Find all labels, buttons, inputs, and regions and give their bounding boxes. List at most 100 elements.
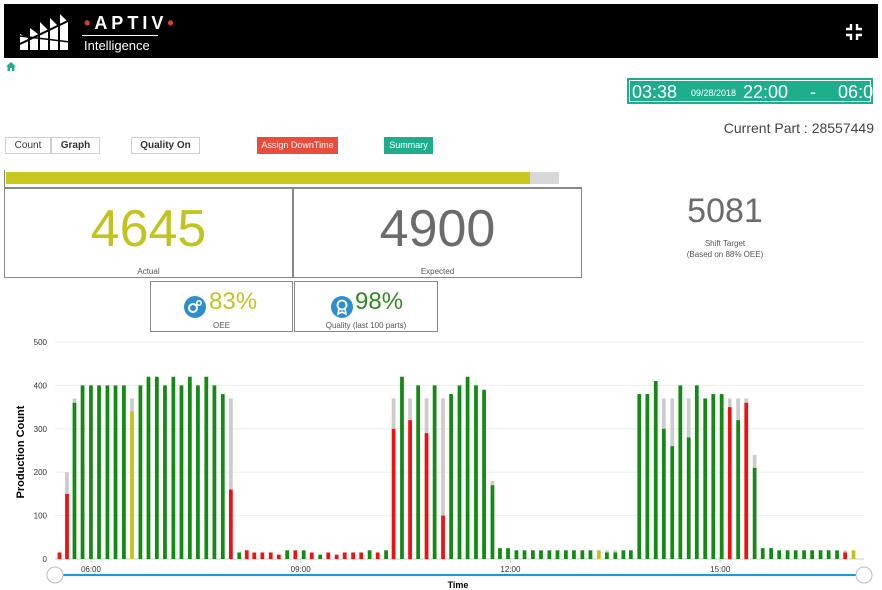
expected-bar[interactable] [744,398,749,403]
expected-bar[interactable] [65,472,69,494]
actual-bar[interactable] [605,552,609,559]
actual-bar[interactable] [629,550,633,559]
expected-bar[interactable] [424,398,429,434]
expected-bar[interactable] [661,398,666,429]
actual-bar[interactable] [416,385,421,559]
actual-bar[interactable] [490,485,495,559]
actual-bar[interactable] [391,428,396,559]
actual-bar[interactable] [113,385,118,559]
actual-bar[interactable] [703,398,708,559]
actual-bar[interactable] [122,385,126,559]
actual-bar[interactable] [301,550,306,559]
actual-bar[interactable] [220,394,225,559]
actual-bar[interactable] [645,394,650,559]
actual-bar[interactable] [711,394,716,559]
actual-bar[interactable] [686,437,691,559]
actual-bar[interactable] [276,554,281,559]
actual-bar[interactable] [326,552,331,559]
actual-bar[interactable] [334,554,339,559]
expected-bar[interactable] [686,398,691,438]
actual-bar[interactable] [563,550,568,559]
actual-bar[interactable] [596,550,601,559]
graph-button[interactable]: Graph [51,137,100,154]
actual-bar[interactable] [285,550,290,559]
actual-bar[interactable] [539,550,543,559]
actual-bar[interactable] [752,467,757,559]
actual-bar[interactable] [105,385,110,559]
actual-bar[interactable] [80,385,85,559]
actual-bar[interactable] [514,550,519,559]
assign-downtime-button[interactable]: Assign DownTime [257,137,338,154]
actual-bar[interactable] [72,402,77,559]
actual-bar[interactable] [204,376,209,559]
actual-bar[interactable] [244,550,249,559]
actual-bar[interactable] [130,411,134,559]
actual-bar[interactable] [522,550,527,559]
expected-bar[interactable] [130,398,134,412]
actual-bar[interactable] [351,552,356,559]
actual-bar[interactable] [826,550,831,559]
expected-bar[interactable] [727,398,732,408]
actual-bar[interactable] [187,376,192,559]
actual-bar[interactable] [171,376,176,559]
actual-bar[interactable] [580,550,585,559]
expected-bar[interactable] [490,480,495,486]
count-button[interactable]: Count [5,137,51,154]
actual-bar[interactable] [670,446,675,559]
actual-bar[interactable] [736,420,741,559]
actual-bar[interactable] [441,515,445,559]
actual-bar[interactable] [260,552,265,559]
expected-bar[interactable] [408,398,412,421]
actual-bar[interactable] [474,385,478,559]
actual-bar[interactable] [835,550,839,559]
actual-bar[interactable] [449,394,453,559]
actual-bar[interactable] [408,420,412,559]
actual-bar[interactable] [309,552,314,559]
actual-bar[interactable] [457,385,462,559]
actual-bar[interactable] [785,550,790,559]
expected-bar[interactable] [391,398,396,429]
actual-bar[interactable] [719,394,724,559]
summary-button[interactable]: Summary [384,137,433,154]
actual-bar[interactable] [384,550,388,559]
actual-bar[interactable] [293,550,298,559]
actual-bar[interactable] [424,433,429,559]
actual-bar[interactable] [818,550,823,559]
expected-bar[interactable] [843,550,848,553]
actual-bar[interactable] [154,376,159,559]
actual-bar[interactable] [694,385,699,559]
actual-bar[interactable] [375,552,380,559]
actual-bar[interactable] [359,552,364,559]
expected-bar[interactable] [441,398,445,516]
actual-bar[interactable] [613,552,618,559]
actual-bar[interactable] [318,554,323,559]
actual-bar[interactable] [400,376,404,559]
actual-bar[interactable] [432,385,437,559]
actual-bar[interactable] [465,376,470,559]
actual-bar[interactable] [727,407,732,559]
actual-bar[interactable] [793,550,798,559]
actual-bar[interactable] [851,550,856,559]
actual-bar[interactable] [810,550,815,559]
actual-bar[interactable] [146,376,151,559]
actual-bar[interactable] [57,552,62,559]
expected-bar[interactable] [752,454,757,468]
actual-bar[interactable] [252,552,257,559]
actual-bar[interactable] [367,550,372,559]
actual-bar[interactable] [342,552,347,559]
actual-bar[interactable] [572,550,576,559]
navigator-left-handle[interactable] [46,566,64,584]
actual-bar[interactable] [179,385,184,559]
actual-bar[interactable] [228,489,233,559]
actual-bar[interactable] [498,548,502,559]
home-icon[interactable] [6,62,16,71]
expected-bar[interactable] [228,398,233,490]
expected-bar[interactable] [670,398,675,447]
quality-on-button[interactable]: Quality On [131,137,200,154]
actual-bar[interactable] [588,550,593,559]
actual-bar[interactable] [621,550,626,559]
actual-bar[interactable] [65,493,69,559]
actual-bar[interactable] [661,428,666,559]
actual-bar[interactable] [777,550,782,559]
actual-bar[interactable] [89,385,93,559]
